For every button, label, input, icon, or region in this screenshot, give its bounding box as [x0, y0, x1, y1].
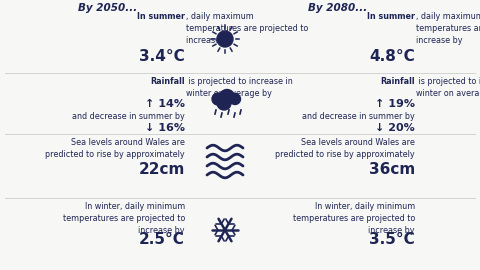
Circle shape — [217, 31, 233, 47]
Text: ↑ 19%: ↑ 19% — [375, 99, 415, 109]
Text: In summer: In summer — [367, 12, 415, 21]
Text: In summer: In summer — [137, 12, 185, 21]
Text: 4.8°C: 4.8°C — [369, 49, 415, 64]
Text: ↓ 16%: ↓ 16% — [145, 123, 185, 133]
Text: 36cm: 36cm — [369, 162, 415, 177]
Text: By 2050...: By 2050... — [78, 3, 138, 13]
Text: Sea levels around Wales are
predicted to rise by approximately: Sea levels around Wales are predicted to… — [46, 138, 185, 159]
Text: In winter, daily minimum
temperatures are projected to
increase by: In winter, daily minimum temperatures ar… — [293, 202, 415, 235]
Text: and decrease in summer by: and decrease in summer by — [72, 112, 185, 121]
Circle shape — [212, 93, 224, 105]
Circle shape — [217, 96, 231, 110]
Text: 3.4°C: 3.4°C — [139, 49, 185, 64]
Circle shape — [219, 89, 235, 104]
Text: is projected to increase in
winter on average by: is projected to increase in winter on av… — [416, 77, 480, 98]
Text: By 2080...: By 2080... — [308, 3, 368, 13]
Text: 3.5°C: 3.5°C — [369, 232, 415, 247]
Text: Rainfall: Rainfall — [150, 77, 185, 86]
Circle shape — [229, 93, 240, 104]
Text: 2.5°C: 2.5°C — [139, 232, 185, 247]
Text: , daily maximum
temperatures are projected to
increase by: , daily maximum temperatures are project… — [416, 12, 480, 45]
Text: Sea levels around Wales are
predicted to rise by approximately: Sea levels around Wales are predicted to… — [276, 138, 415, 159]
Text: ↑ 14%: ↑ 14% — [145, 99, 185, 109]
Text: is projected to increase in
winter on average by: is projected to increase in winter on av… — [186, 77, 293, 98]
Text: , daily maximum
temperatures are projected to
increase by: , daily maximum temperatures are project… — [186, 12, 308, 45]
Text: 22cm: 22cm — [139, 162, 185, 177]
Text: and decrease in summer by: and decrease in summer by — [302, 112, 415, 121]
Text: Rainfall: Rainfall — [380, 77, 415, 86]
Text: ↓ 20%: ↓ 20% — [375, 123, 415, 133]
Text: In winter, daily minimum
temperatures are projected to
increase by: In winter, daily minimum temperatures ar… — [62, 202, 185, 235]
